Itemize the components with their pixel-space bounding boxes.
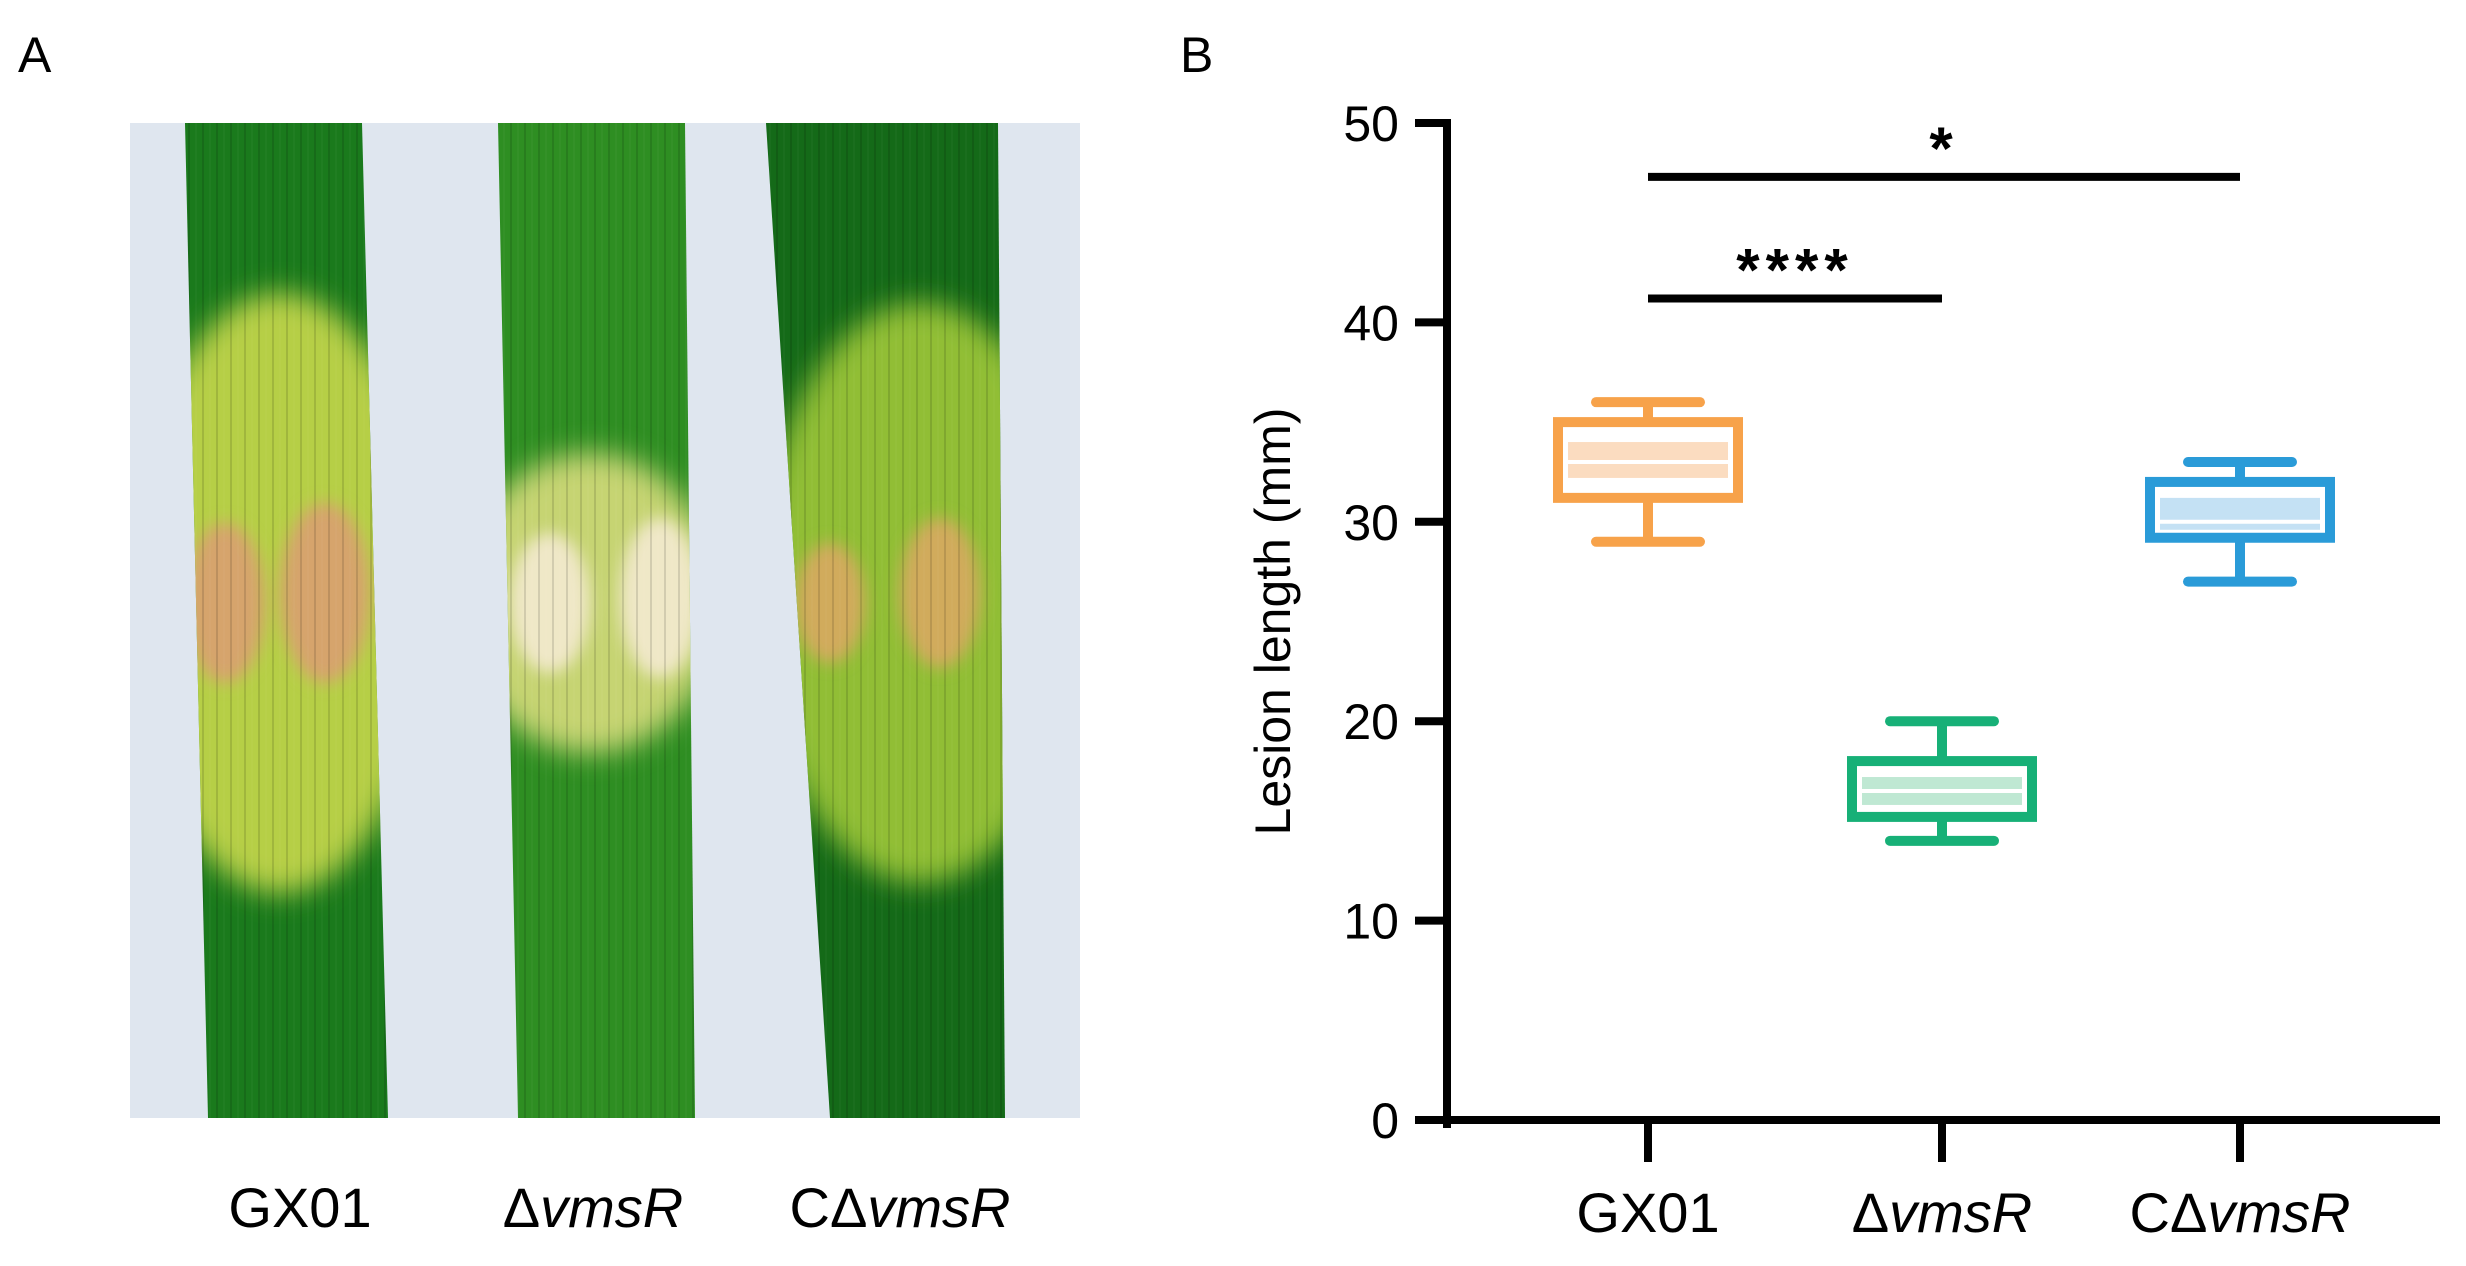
box-1: [1847, 716, 2037, 846]
box-body-2: [2145, 476, 2335, 543]
box-2: [2145, 456, 2335, 587]
significance-label-0: *: [1929, 115, 1958, 182]
leaf-label-delta-vmsr: ΔvmsR: [502, 1176, 684, 1239]
y-tick-label-10: 10: [1343, 894, 1399, 950]
box-band-2: [2160, 497, 2320, 530]
y-tick-label-40: 40: [1343, 295, 1399, 351]
leaf-photo: [130, 123, 1080, 1118]
y-tick-label-20: 20: [1343, 694, 1399, 750]
box-body-1: [1847, 756, 2037, 822]
box-body-0: [1553, 417, 1743, 503]
y-tick-label-50: 50: [1343, 96, 1399, 152]
leaf-label-gx01: GX01: [228, 1176, 372, 1239]
y-axis-title: Lesion length (mm): [1245, 408, 1301, 836]
leaf-c-delta-vmsr: [766, 123, 1005, 1118]
panel-a-letter: A: [18, 27, 52, 83]
y-tick-label-0: 0: [1371, 1093, 1399, 1149]
x-tick-label-0: GX01: [1576, 1181, 1719, 1244]
panel-b-letter: B: [1180, 27, 1214, 83]
box-band-0: [1568, 442, 1728, 478]
box-band-1: [1862, 777, 2022, 805]
box-0: [1553, 397, 1743, 547]
x-tick-label-1: ΔvmsR: [1852, 1181, 2033, 1244]
leaf-delta-vmsr: [498, 123, 695, 1118]
significance-label-1: ****: [1736, 236, 1853, 303]
x-tick-label-2: CΔvmsR: [2130, 1181, 2351, 1244]
leaf-gx01: [185, 123, 388, 1118]
leaf-label-c-delta-vmsr: CΔvmsR: [789, 1176, 1011, 1239]
y-tick-label-30: 30: [1343, 495, 1399, 551]
